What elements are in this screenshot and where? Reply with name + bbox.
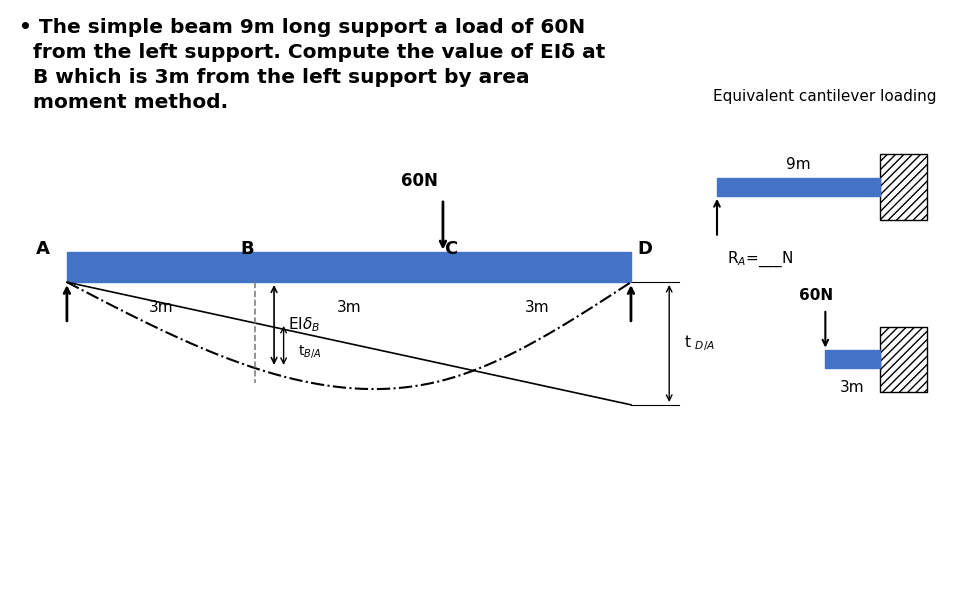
Text: 3m: 3m [525,300,550,315]
Text: EI$\delta_B$: EI$\delta_B$ [289,315,320,334]
Bar [880,327,927,392]
Text: t$_{B/A}$: t$_{B/A}$ [298,343,321,360]
Text: 60N: 60N [401,172,438,190]
Text: R$_A$=___N: R$_A$=___N [727,249,793,269]
Text: A: A [36,241,50,258]
Text: • The simple beam 9m long support a load of 60N
  from the left support. Compute: • The simple beam 9m long support a load… [19,18,605,112]
Bar [717,178,880,196]
Bar [880,154,927,220]
Text: 3m: 3m [840,380,865,395]
Text: t $_{D/A}$: t $_{D/A}$ [684,333,715,353]
Text: D: D [638,241,653,258]
Text: 60N: 60N [798,288,833,303]
Text: 9m: 9m [786,157,811,172]
Text: B: B [241,241,254,258]
Text: 3m: 3m [148,300,173,315]
Text: Equivalent cantilever loading: Equivalent cantilever loading [713,89,937,104]
Bar [67,252,631,282]
Bar [825,350,880,368]
Text: 3m: 3m [337,300,361,315]
Text: C: C [444,241,457,258]
